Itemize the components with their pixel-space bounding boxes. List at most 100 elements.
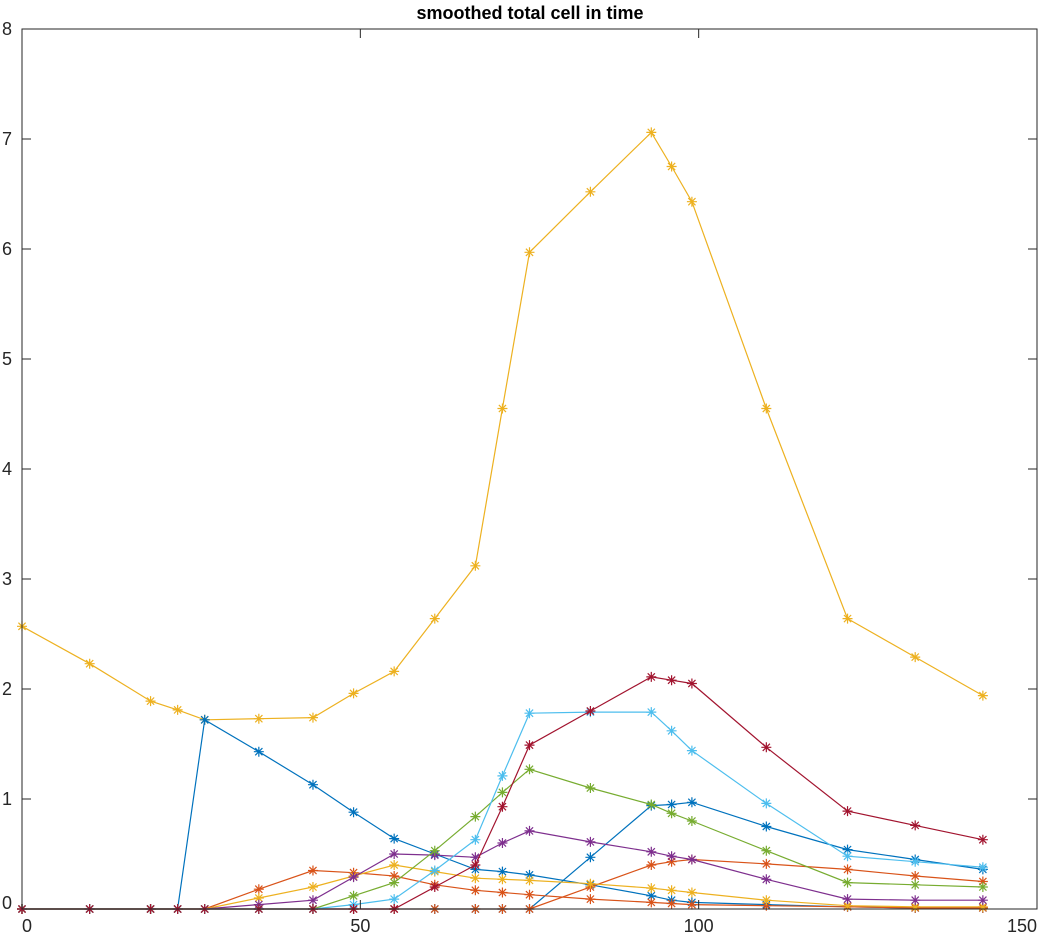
data-point xyxy=(686,854,697,865)
data-point xyxy=(470,852,481,863)
data-point xyxy=(253,713,264,724)
data-point xyxy=(761,895,772,906)
data-point xyxy=(524,875,535,886)
data-point xyxy=(307,779,318,790)
data-point xyxy=(666,856,677,867)
data-point xyxy=(172,704,183,715)
data-point xyxy=(842,900,853,911)
data-point xyxy=(761,821,772,832)
data-point xyxy=(686,745,697,756)
data-point xyxy=(389,894,400,905)
data-point xyxy=(524,740,535,751)
data-point xyxy=(666,725,677,736)
data-point xyxy=(666,898,677,909)
data-point xyxy=(497,874,508,885)
data-point xyxy=(761,858,772,869)
data-point xyxy=(910,901,921,912)
data-point xyxy=(842,877,853,888)
data-point xyxy=(910,871,921,881)
data-point xyxy=(666,885,677,896)
data-point xyxy=(497,801,508,812)
data-point xyxy=(686,678,697,689)
y-tick-label: 6 xyxy=(2,239,12,259)
data-point xyxy=(429,882,440,892)
data-point xyxy=(977,862,988,873)
data-point xyxy=(389,860,400,870)
data-point xyxy=(977,876,988,887)
data-point xyxy=(761,798,772,809)
data-point xyxy=(646,127,657,138)
data-point xyxy=(348,872,359,883)
data-point xyxy=(585,783,596,793)
data-point xyxy=(497,838,508,848)
data-point xyxy=(761,845,772,856)
data-point xyxy=(429,845,440,856)
data-point xyxy=(524,869,535,880)
data-point xyxy=(842,851,853,862)
data-point xyxy=(842,806,853,817)
data-point xyxy=(389,849,400,859)
data-point xyxy=(910,820,921,831)
data-point xyxy=(646,890,657,901)
data-point xyxy=(585,186,596,197)
data-point xyxy=(666,161,677,172)
data-point xyxy=(389,666,400,677)
data-point xyxy=(585,894,596,905)
data-point xyxy=(666,799,677,810)
data-point xyxy=(761,403,772,414)
data-point xyxy=(842,894,853,905)
data-point xyxy=(977,901,988,912)
data-point xyxy=(686,816,697,826)
data-point xyxy=(977,690,988,701)
y-tick-label: 8 xyxy=(2,19,12,39)
y-tick-label: 2 xyxy=(2,679,12,699)
data-point xyxy=(910,879,921,890)
data-point xyxy=(646,897,657,908)
data-point xyxy=(429,613,440,624)
data-point xyxy=(646,799,657,810)
y-tick-label: 1 xyxy=(2,789,12,809)
data-point xyxy=(646,707,657,718)
data-point xyxy=(524,708,535,719)
data-point xyxy=(585,852,596,863)
y-tick-label: 0 xyxy=(2,893,12,913)
data-point xyxy=(585,706,596,716)
data-point xyxy=(470,885,481,896)
y-tick-label: 3 xyxy=(2,569,12,589)
data-point xyxy=(470,873,481,884)
data-point xyxy=(429,865,440,876)
data-point xyxy=(470,860,481,870)
y-tick-label: 4 xyxy=(2,459,12,479)
data-point xyxy=(524,825,535,836)
chart-title: smoothed total cell in time xyxy=(416,3,643,23)
data-point xyxy=(253,746,264,757)
data-point xyxy=(253,884,264,895)
data-point xyxy=(977,882,988,892)
data-point xyxy=(199,714,210,725)
data-point xyxy=(470,560,481,571)
data-point xyxy=(977,834,988,845)
data-point xyxy=(686,899,697,910)
data-point xyxy=(761,742,772,753)
data-point xyxy=(842,864,853,875)
data-point xyxy=(307,882,318,892)
data-point xyxy=(842,613,853,624)
data-point xyxy=(666,851,677,862)
data-point xyxy=(666,808,677,819)
x-tick-label: 150 xyxy=(1007,916,1037,936)
x-tick-label: 100 xyxy=(684,916,714,936)
x-tick-label: 0 xyxy=(22,916,32,936)
data-point xyxy=(761,874,772,885)
data-point xyxy=(524,764,535,775)
x-tick-label: 50 xyxy=(350,916,370,936)
data-point xyxy=(389,877,400,888)
data-point xyxy=(497,887,508,898)
data-point xyxy=(253,893,264,903)
y-tick-label: 5 xyxy=(2,349,12,369)
data-point xyxy=(497,787,508,798)
series-1 xyxy=(17,127,988,725)
data-point xyxy=(84,658,95,669)
data-point xyxy=(646,883,657,894)
